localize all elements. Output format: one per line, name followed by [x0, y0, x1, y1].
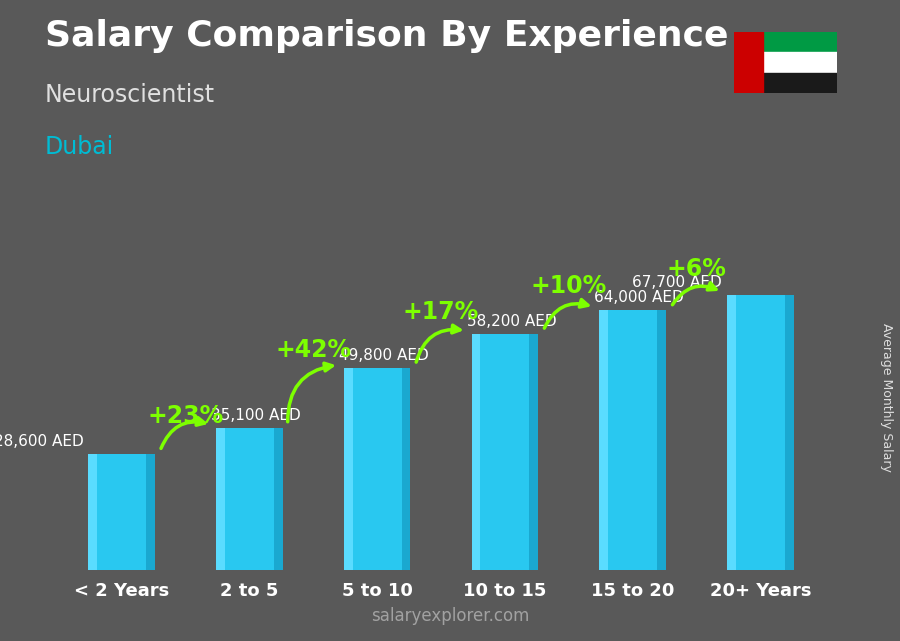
Bar — [657, 310, 666, 570]
FancyArrowPatch shape — [672, 283, 716, 304]
Text: +23%: +23% — [148, 404, 223, 428]
Bar — [146, 454, 155, 570]
Bar — [88, 454, 155, 570]
Bar — [216, 428, 283, 570]
FancyArrowPatch shape — [161, 417, 204, 449]
Bar — [344, 368, 353, 570]
Text: Neuroscientist: Neuroscientist — [45, 83, 215, 107]
Bar — [734, 72, 837, 93]
Bar — [785, 296, 794, 570]
Bar — [727, 296, 736, 570]
Bar — [401, 368, 410, 570]
Bar — [529, 334, 538, 570]
Text: 49,800 AED: 49,800 AED — [338, 348, 428, 363]
Bar — [216, 428, 225, 570]
FancyArrowPatch shape — [416, 325, 460, 362]
Bar — [472, 334, 538, 570]
Bar — [734, 32, 763, 93]
Text: +42%: +42% — [275, 338, 351, 362]
Bar — [734, 32, 837, 53]
Text: salaryexplorer.com: salaryexplorer.com — [371, 607, 529, 625]
Text: +10%: +10% — [531, 274, 607, 298]
Text: 67,700 AED: 67,700 AED — [633, 276, 722, 290]
Bar — [599, 310, 608, 570]
Text: +17%: +17% — [403, 299, 479, 324]
Bar — [88, 454, 97, 570]
Text: 28,600 AED: 28,600 AED — [0, 435, 84, 449]
Text: Average Monthly Salary: Average Monthly Salary — [880, 323, 893, 472]
Text: 58,200 AED: 58,200 AED — [466, 314, 556, 329]
Bar — [734, 53, 837, 72]
Bar — [599, 310, 666, 570]
Text: Dubai: Dubai — [45, 135, 114, 158]
Text: Salary Comparison By Experience: Salary Comparison By Experience — [45, 19, 728, 53]
FancyArrowPatch shape — [288, 363, 332, 422]
Bar — [727, 296, 794, 570]
Bar — [472, 334, 481, 570]
Text: 35,100 AED: 35,100 AED — [212, 408, 301, 423]
Text: 64,000 AED: 64,000 AED — [594, 290, 684, 306]
FancyArrowPatch shape — [544, 299, 588, 328]
Bar — [344, 368, 410, 570]
Bar — [274, 428, 283, 570]
Text: +6%: +6% — [667, 257, 726, 281]
